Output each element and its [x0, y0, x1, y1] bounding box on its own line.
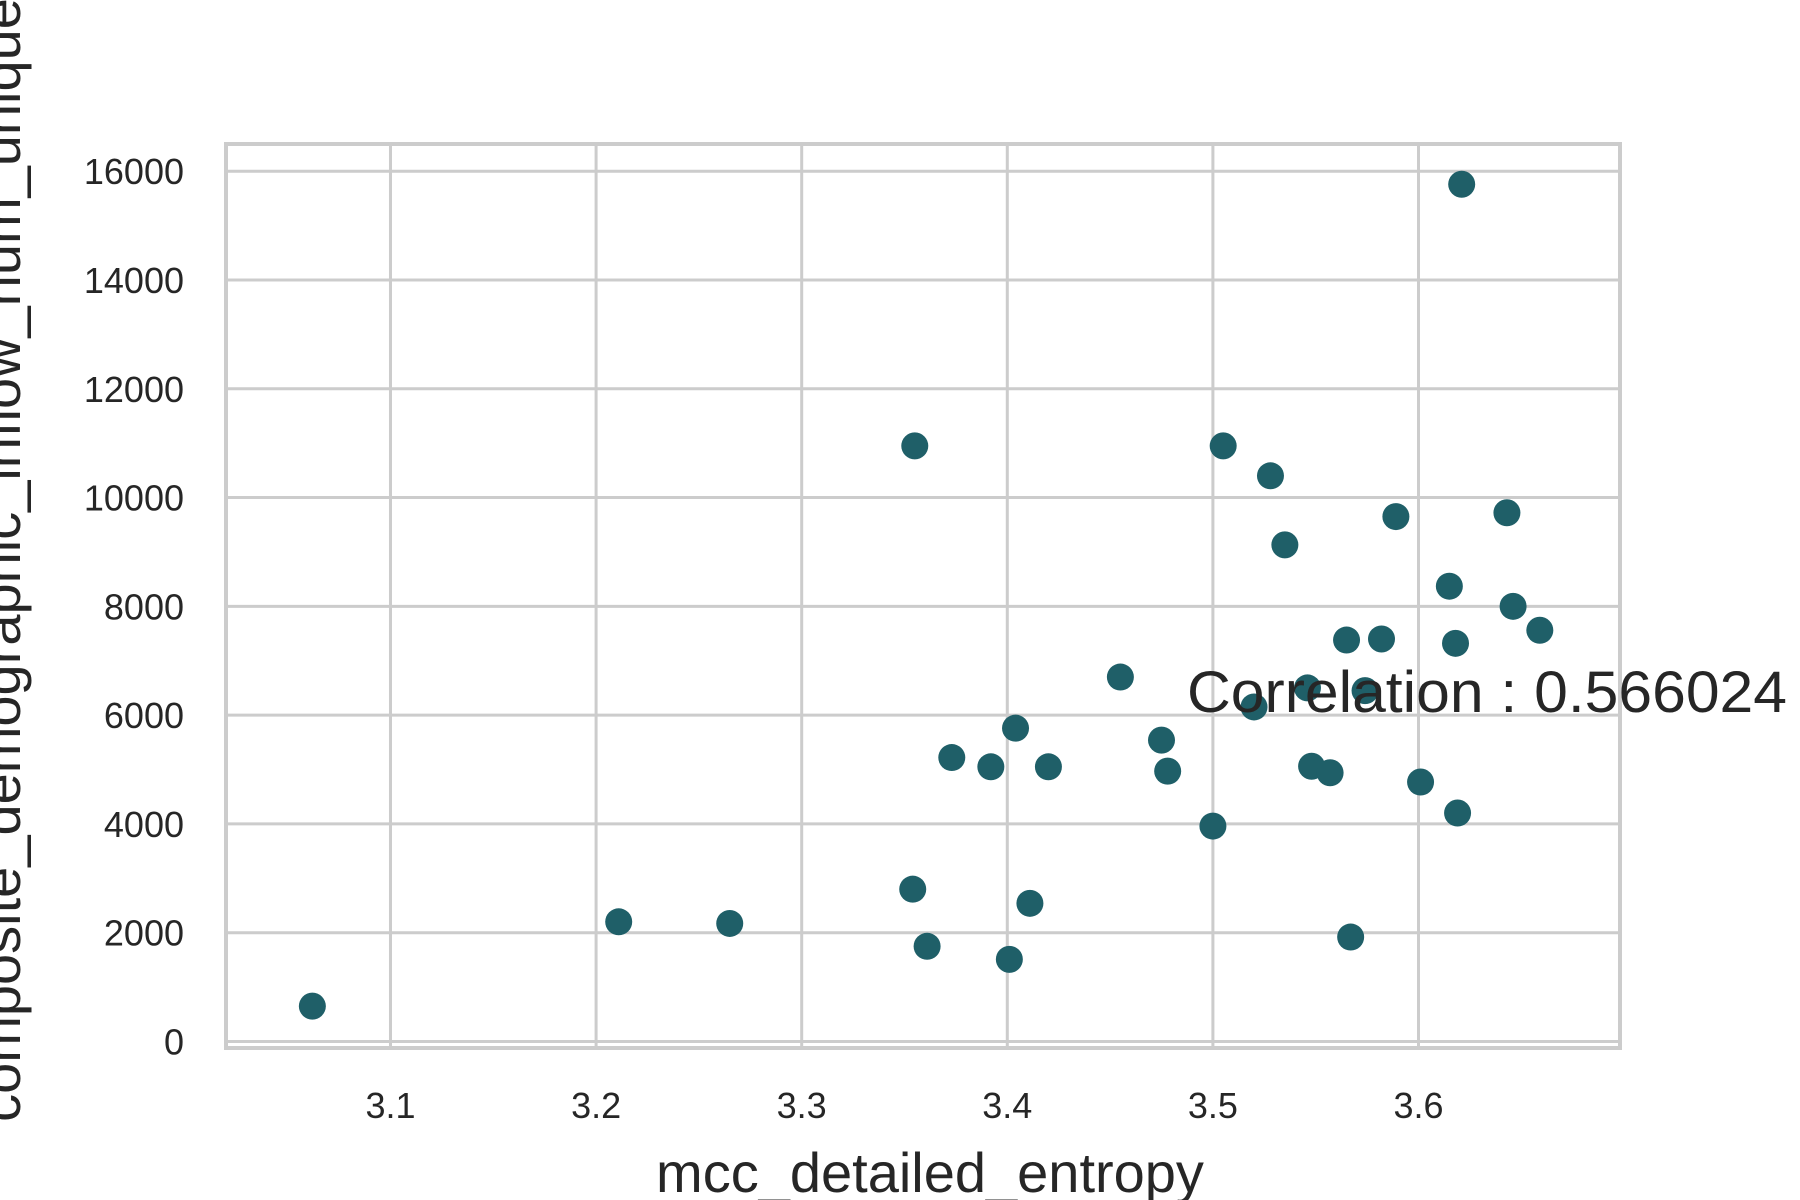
data-point	[1199, 812, 1227, 840]
data-point	[1209, 432, 1237, 460]
data-point	[1448, 170, 1476, 198]
data-point	[1442, 629, 1470, 657]
data-point	[1240, 693, 1268, 721]
data-point	[901, 432, 929, 460]
y-tick-label: 14000	[84, 260, 184, 301]
data-point	[1154, 757, 1182, 785]
x-tick-label: 3.2	[571, 1085, 621, 1126]
data-point	[1016, 889, 1044, 917]
x-grid	[388, 144, 1421, 1048]
y-tick-label: 0	[164, 1021, 184, 1062]
data-point	[1106, 663, 1134, 691]
data-point	[1293, 674, 1321, 702]
y-tick-label: 8000	[104, 586, 184, 627]
y-tick-label: 12000	[84, 369, 184, 410]
data-point	[1148, 726, 1176, 754]
x-axis-label: mcc_detailed_entropy	[656, 1141, 1204, 1200]
data-point	[1382, 503, 1410, 531]
x-tick-label: 3.3	[777, 1085, 827, 1126]
data-points	[298, 170, 1554, 1020]
data-point	[1407, 768, 1435, 796]
correlation-annotation: Correlation : 0.566024	[1187, 660, 1787, 725]
y-tick-label: 16000	[84, 151, 184, 192]
x-tick-label: 3.1	[365, 1085, 415, 1126]
data-point	[1316, 759, 1344, 787]
data-point	[716, 909, 744, 937]
data-point	[605, 908, 633, 936]
data-point	[1333, 626, 1361, 654]
data-point	[899, 875, 927, 903]
x-tick-label: 3.4	[982, 1085, 1032, 1126]
data-point	[913, 932, 941, 960]
y-tick-label: 10000	[84, 478, 184, 519]
data-point	[995, 945, 1023, 973]
data-point	[1351, 677, 1379, 705]
data-point	[1034, 753, 1062, 781]
y-tick-label: 2000	[104, 913, 184, 954]
y-tick-label: 4000	[104, 804, 184, 845]
plot-frame	[224, 142, 1622, 1050]
data-point	[1337, 923, 1365, 951]
data-point	[1271, 531, 1299, 559]
x-tick-labels: 3.1 3.2 3.3 3.4 3.5 3.6	[365, 1085, 1443, 1126]
y-tick-labels: 0 2000 4000 6000 8000 10000 12000 14000 16000	[84, 151, 184, 1062]
data-point	[1435, 572, 1463, 600]
data-point	[1526, 616, 1554, 644]
data-point	[1256, 462, 1284, 490]
data-point	[1002, 714, 1030, 742]
data-point	[1444, 799, 1472, 827]
y-grid	[226, 169, 1620, 1043]
data-point	[938, 744, 966, 772]
y-tick-label: 6000	[104, 695, 184, 736]
data-point	[1367, 625, 1395, 653]
data-point	[298, 992, 326, 1020]
x-tick-label: 3.6	[1393, 1085, 1443, 1126]
y-axis-label: composite_demographic_inflow_num_unique	[0, 0, 32, 1122]
data-point	[1499, 592, 1527, 620]
x-tick-label: 3.5	[1188, 1085, 1238, 1126]
data-point	[977, 753, 1005, 781]
data-point	[1493, 499, 1521, 527]
